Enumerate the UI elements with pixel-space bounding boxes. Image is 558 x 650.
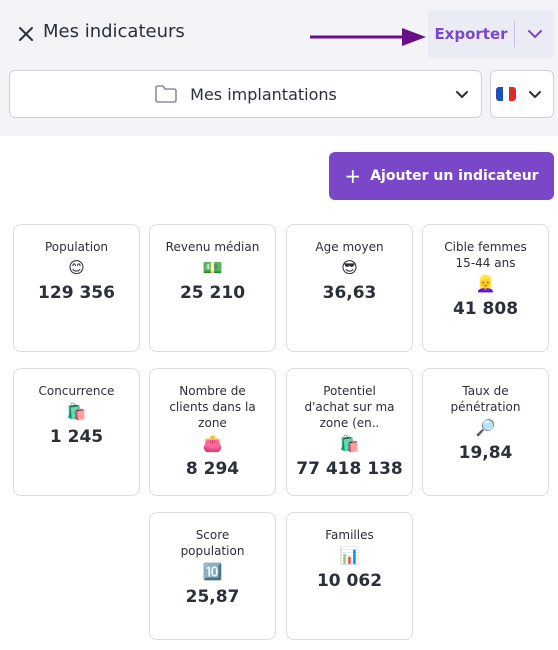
indicator-value: 1 245 xyxy=(49,427,104,447)
keycap-ten-icon: 🔟 xyxy=(202,562,223,581)
indicator-card[interactable]: Potentiel d'achat sur ma zone (en.. 🛍️ 77 … xyxy=(286,368,413,496)
top-bar: Mes indicateurs Exporter Mes implantatio… xyxy=(0,0,558,136)
language-select[interactable] xyxy=(490,70,554,118)
chevron-down-icon xyxy=(455,85,469,105)
plus-icon: + xyxy=(344,164,362,188)
indicator-value: 19,84 xyxy=(458,443,513,463)
indicator-value: 25,87 xyxy=(185,587,240,607)
indicator-label: Nombre de clients dans la zone xyxy=(169,384,256,430)
indicator-label: Concurrence xyxy=(38,384,115,398)
export-options-button[interactable] xyxy=(515,10,554,58)
indicator-card[interactable]: Score population 🔟 25,87 xyxy=(149,512,276,640)
indicator-card[interactable]: Taux de pénétration 🔎 19,84 xyxy=(422,368,549,496)
folder-icon xyxy=(154,84,178,104)
indicator-card[interactable]: Concurrence 🛍️ 1 245 xyxy=(13,368,140,496)
close-icon xyxy=(19,27,33,41)
add-indicator-button[interactable]: + Ajouter un indicateur xyxy=(329,152,554,200)
indicator-value: 25 210 xyxy=(179,283,246,303)
banknote-icon: 💵 xyxy=(202,258,223,277)
shopping-bags-icon: 🛍️ xyxy=(339,434,360,453)
bar-chart-icon: 📊 xyxy=(339,546,360,565)
implantations-select-label: Mes implantations xyxy=(190,84,337,104)
indicator-card[interactable]: Nombre de clients dans la zone 👛 8 294 xyxy=(149,368,276,496)
indicator-label: Age moyen xyxy=(315,240,384,254)
purse-icon: 👛 xyxy=(202,434,223,453)
indicator-value: 8 294 xyxy=(185,459,240,479)
indicator-label: Cible femmes 15-44 ans xyxy=(444,240,527,270)
indicator-label: Potentiel d'achat sur ma zone (en.. xyxy=(304,384,395,430)
indicator-label: Score population xyxy=(180,528,245,558)
blond-woman-icon: 👱‍♀️ xyxy=(475,274,496,293)
shopping-bags-icon: 🛍️ xyxy=(66,402,87,421)
indicator-value: 36,63 xyxy=(322,283,377,303)
indicator-card[interactable]: Cible femmes 15-44 ans 👱‍♀️ 41 808 xyxy=(422,224,549,352)
indicator-value: 41 808 xyxy=(452,299,519,319)
indicator-card[interactable]: Population 😊 129 356 xyxy=(13,224,140,352)
indicator-card[interactable]: Familles 📊 10 062 xyxy=(286,512,413,640)
indicator-value: 129 356 xyxy=(38,283,115,303)
export-button-group: Exporter xyxy=(428,10,554,58)
export-button[interactable]: Exporter xyxy=(434,25,508,43)
indicator-label: Population xyxy=(44,240,109,254)
indicator-value: 10 062 xyxy=(316,571,383,591)
indicator-label: Revenu médian xyxy=(165,240,260,254)
divider xyxy=(514,21,515,47)
add-indicator-label: Ajouter un indicateur xyxy=(370,168,539,184)
france-flag-icon xyxy=(496,87,516,101)
smiling-face-icon: 😊 xyxy=(68,258,85,277)
magnifier-icon: 🔎 xyxy=(475,418,496,437)
indicator-card[interactable]: Age moyen 😎 36,63 xyxy=(286,224,413,352)
indicator-label: Familles xyxy=(325,528,374,542)
implantations-select[interactable]: Mes implantations xyxy=(9,70,482,118)
indicator-value: 77 418 138 xyxy=(296,459,403,479)
chevron-down-icon xyxy=(527,29,542,38)
sunglasses-face-icon: 😎 xyxy=(341,258,358,277)
chevron-down-icon xyxy=(528,85,542,105)
arrow-annotation xyxy=(310,28,426,46)
indicator-card[interactable]: Revenu médian 💵 25 210 xyxy=(149,224,276,352)
page-title: Mes indicateurs xyxy=(43,21,185,42)
indicator-label: Taux de pénétration xyxy=(450,384,521,414)
close-button[interactable] xyxy=(14,20,38,48)
